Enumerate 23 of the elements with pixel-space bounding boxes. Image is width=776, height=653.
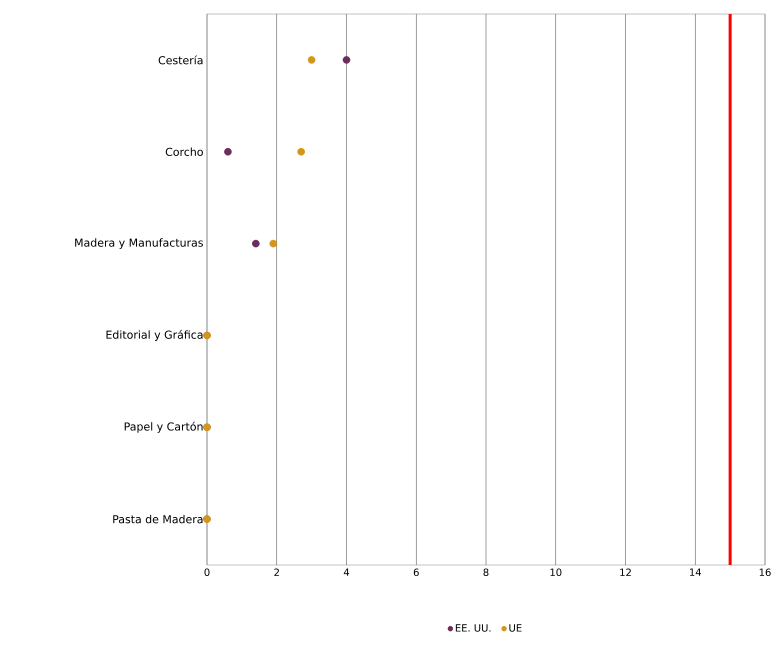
y-tick-label: Cestería [158, 55, 202, 64]
point [252, 240, 260, 248]
x-tick-label: 10 [550, 568, 562, 576]
point [342, 56, 350, 64]
y-tick-label: Corcho [166, 148, 203, 156]
point [308, 56, 316, 64]
x-tick-label: 14 [690, 568, 702, 576]
x-tick-label: 6 [414, 568, 419, 576]
x-tick-label: 12 [620, 568, 631, 576]
y-tick-label: Madera y Manufacturas [75, 238, 203, 249]
legend-label: UE [509, 624, 522, 632]
x-tick-label: 8 [484, 568, 488, 576]
x-tick-label: 2 [274, 568, 279, 576]
x-tick-label: 0 [204, 568, 210, 576]
x-tick-label: 16 [760, 568, 771, 576]
x-tick-label: 4 [344, 568, 350, 576]
point [269, 240, 278, 248]
y-tick-label: Editorial y Gráfica [106, 330, 202, 341]
legend-label: EE. UU. [456, 624, 490, 632]
point [224, 148, 232, 156]
point [297, 148, 305, 156]
y-tick-label: Papel y Cartón [124, 422, 203, 433]
y-tick-label: Pasta de Madera [113, 514, 202, 524]
